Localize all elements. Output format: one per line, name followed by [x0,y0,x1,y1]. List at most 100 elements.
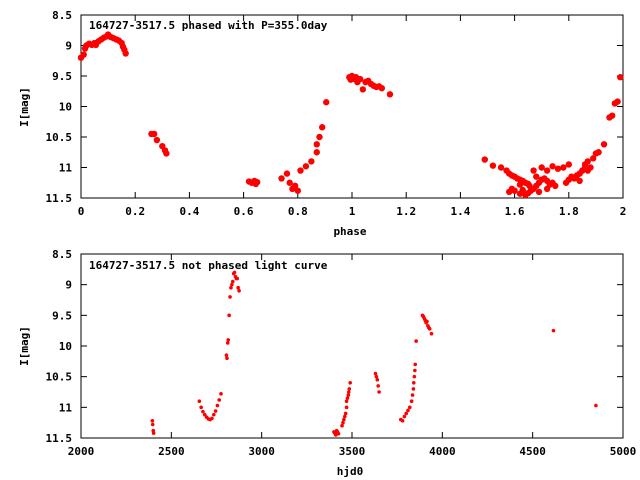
unphased-data-point [400,419,405,423]
unphased-data-point [210,416,214,421]
phased-data-point [122,50,129,57]
phased-data-point [589,155,597,162]
phased-data-point [294,187,301,194]
unphased-data-point [342,414,347,419]
phased-y-tick-label: 10.5 [46,131,73,144]
unphased-data-point [374,374,379,379]
unphased-data-point [219,392,223,396]
phased-data-point [323,99,330,106]
phased-y-tick-label: 11 [59,162,73,175]
unphased-data-point [211,412,216,417]
unphased-x-axis-title: hjd0 [337,465,364,478]
unphased-data-point [341,420,345,425]
phased-data-point [614,98,621,105]
phased-x-tick-label: 2 [620,205,627,218]
unphased-data-point [411,381,416,385]
phased-ticks: 0 0.2 0.4 0.6 0.8 1 1.2 1.4 1.6 1.8 2 8.5 9 9.5 10 10.5… [46,9,627,218]
unphased-y-axis-title: I[mag] [18,326,31,366]
phased-data-point [302,163,310,170]
phased-data-point [516,181,524,188]
phased-data-point [308,158,315,165]
unphased-data-point [406,408,410,413]
phased-data-point [283,170,291,177]
phased-data-point [530,167,537,174]
phased-y-tick-label: 9 [65,40,72,53]
phased-x-tick-label: 1 [349,205,356,218]
phased-y-tick-label: 10 [59,101,72,114]
unphased-data-point [413,368,417,373]
unphased-x-tick-label: 2000 [68,445,95,458]
phased-data-point [378,85,386,92]
phased-data-point [297,167,304,174]
phased-x-tick-label: 0.4 [179,205,199,218]
unphased-data-point [333,433,338,437]
unphased-data-point [224,353,229,358]
phased-data-point [318,124,326,131]
unphased-x-tick-label: 3000 [248,445,275,458]
phased-data-point [549,163,556,170]
phased-data-point [163,150,170,157]
unphased-data-point [411,387,416,391]
phased-y-tick-label: 8.5 [52,9,72,22]
phased-data-point [508,185,516,193]
phased-x-tick-label: 0 [78,205,85,218]
unphased-data-point [215,403,220,408]
phased-data-point [535,188,543,196]
phased-data-point [617,74,624,81]
phased-data-point [253,178,261,186]
phased-x-tick-label: 1.2 [396,205,416,218]
unphased-x-tick-label: 2500 [158,445,185,458]
phased-points [77,31,624,199]
unphased-data-point [414,339,418,343]
unphased-data-point [429,331,434,336]
unphased-data-point [225,341,230,345]
phased-data-point [587,164,594,171]
unphased-data-point [376,384,380,388]
unphased-data-point [236,285,240,290]
phased-data-point [600,141,608,148]
unphased-data-point [404,411,409,416]
unphased-y-tick-label: 9 [65,279,72,292]
unphased-data-point [229,285,233,290]
phased-data-point [291,182,299,189]
unphased-data-point [346,393,351,397]
phased-data-point [576,177,583,185]
unphased-data-point [227,313,231,318]
unphased-data-point [343,411,348,416]
unphased-x-tick-label: 3500 [339,445,366,458]
unphased-data-point [373,371,378,376]
unphased-data-point [232,270,237,275]
phased-data-point [356,75,364,83]
unphased-data-point [425,319,429,324]
unphased-y-tick-label: 11 [59,401,73,414]
unphased-data-point [226,338,231,342]
unphased-chart-title: 164727-3517.5 not phased light curve [89,259,328,272]
phased-data-point [538,164,545,171]
unphased-x-tick-label: 4500 [519,445,546,458]
unphased-data-point [402,414,407,419]
unphased-data-point [213,409,218,413]
unphased-points [150,270,598,437]
phased-data-point [554,165,562,172]
phased-chart: 164727-3517.5 phased with P=355.0day pha… [18,9,626,238]
phased-data-point [278,175,285,182]
phased-data-point [153,136,161,144]
phased-data-point [359,86,367,93]
unphased-data-point [348,381,352,385]
phased-data-point [386,91,394,98]
phased-x-tick-label: 0.8 [288,205,308,218]
unphased-data-point [150,422,155,427]
phased-x-tick-label: 1.8 [559,205,579,218]
phased-x-tick-label: 0.6 [234,205,254,218]
unphased-data-point [409,399,414,404]
phased-data-point [533,173,540,180]
phased-y-axis-title: I[mag] [18,87,31,127]
phased-x-tick-label: 1.4 [450,205,470,218]
phased-data-point [497,164,505,171]
phased-data-point [80,51,87,58]
unphased-data-point [199,405,203,410]
unphased-data-point [375,377,380,382]
unphased-ticks: 2000 2500 3000 3500 4000 4500 5000 8.5 9 9.5 10 10.… [46,248,637,458]
